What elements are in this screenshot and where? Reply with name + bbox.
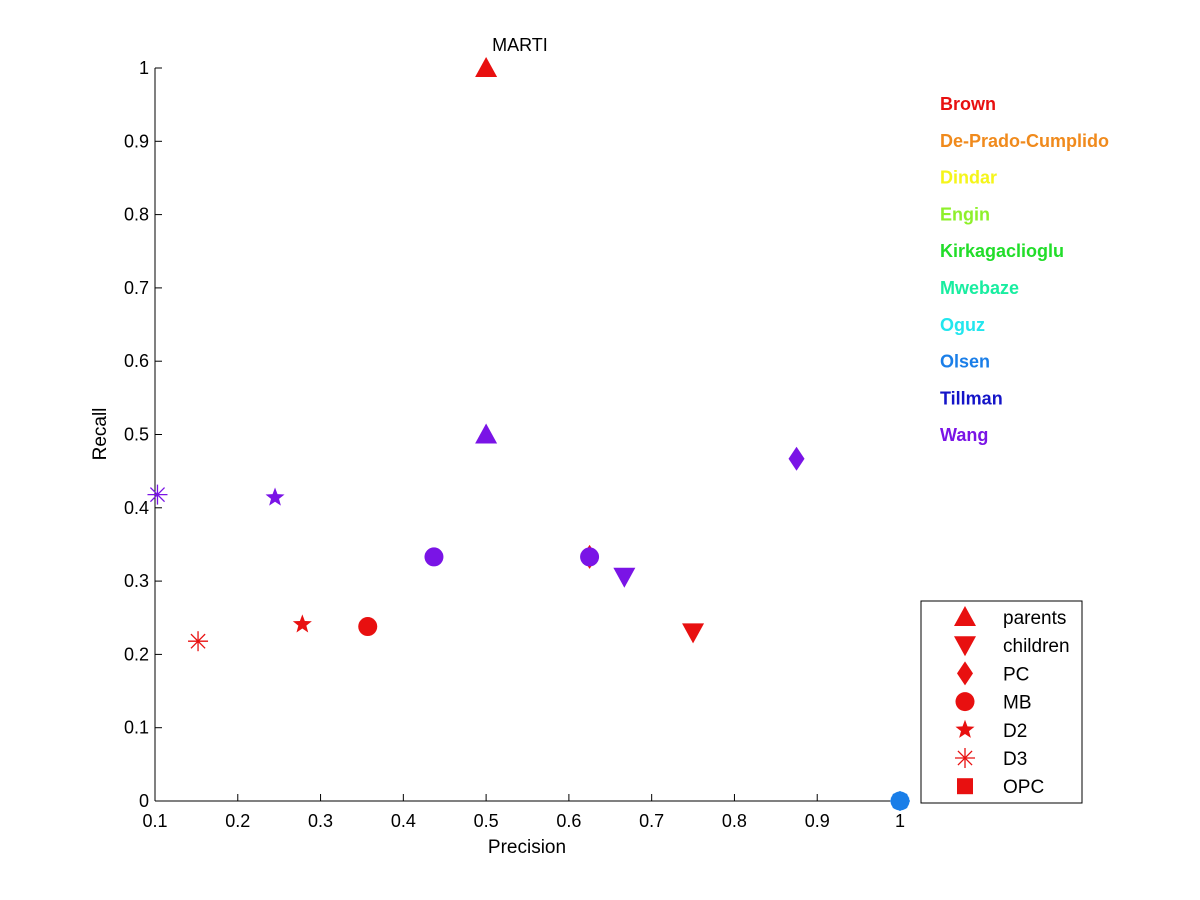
- author-label: Engin: [940, 204, 990, 224]
- y-tick-label: 0.7: [124, 278, 149, 298]
- author-label: Tillman: [940, 388, 1003, 408]
- author-label: Mwebaze: [940, 278, 1019, 298]
- legend-marker-mb: [955, 692, 975, 712]
- legend-marker-children: [954, 636, 976, 657]
- x-ticks: 0.1 0.2 0.3 0.4 0.5 0.6 0.7 0.8 0.9 1: [142, 794, 905, 831]
- author-label: Brown: [940, 94, 996, 114]
- point-wang-mb: [424, 547, 444, 567]
- point-wang-children: [613, 567, 636, 588]
- author-label: Wang: [940, 425, 988, 445]
- legend-marker-pc: [957, 661, 973, 686]
- point-wang-d3-stroke: [149, 487, 166, 503]
- author-label: Dindar: [940, 168, 997, 188]
- point-brown-children: [682, 623, 705, 644]
- x-tick-label: 1: [895, 811, 905, 831]
- y-tick-label: 0: [139, 791, 149, 811]
- author-label: De-Prado-Cumplido: [940, 131, 1109, 151]
- x-tick-label: 0.1: [142, 811, 167, 831]
- marker-legend: parents children PC MB D2 D3 OPC: [920, 600, 1083, 804]
- legend-label: parents: [1003, 608, 1066, 629]
- y-tick-label: 1: [139, 58, 149, 78]
- y-tick-label: 0.1: [124, 718, 149, 738]
- x-tick-label: 0.8: [722, 811, 747, 831]
- legend-marker-opc: [957, 778, 973, 795]
- x-axis-label: Precision: [488, 837, 566, 858]
- point-wang-d3: [147, 484, 168, 505]
- point-olsen-d3: [890, 791, 910, 811]
- legend-marker-d3-stroke: [957, 750, 973, 766]
- point-brown-d2: [292, 614, 312, 633]
- point-brown-d3-stroke: [190, 633, 206, 649]
- y-tick-label: 0.2: [124, 644, 149, 664]
- point-wang-mb: [580, 547, 600, 567]
- y-tick-label: 0.6: [124, 351, 149, 371]
- point-wang-parents: [475, 423, 498, 444]
- point-wang-d2: [265, 487, 285, 506]
- legend-marker-d2: [955, 719, 975, 738]
- x-tick-label: 0.5: [474, 811, 499, 831]
- data-points: [147, 57, 910, 811]
- x-tick-label: 0.6: [556, 811, 581, 831]
- x-tick-label: 0.2: [225, 811, 250, 831]
- x-tick-label: 0.7: [639, 811, 664, 831]
- legend-label: children: [1003, 636, 1070, 657]
- point-brown-mb: [358, 617, 378, 637]
- legend-label: OPC: [1003, 777, 1044, 798]
- x-tick-label: 0.4: [391, 811, 416, 831]
- x-tick-label: 0.9: [805, 811, 830, 831]
- author-label: Oguz: [940, 315, 985, 335]
- legend-marker-parents: [954, 606, 976, 626]
- point-brown-parents: [475, 57, 498, 77]
- point-wang-pc: [788, 446, 805, 471]
- y-tick-label: 0.5: [124, 425, 149, 445]
- legend-label: D2: [1003, 721, 1027, 742]
- legend-marker-d3: [955, 748, 975, 768]
- legend-label: D3: [1003, 749, 1027, 770]
- legend-label: MB: [1003, 693, 1032, 714]
- legend-label: PC: [1003, 664, 1029, 685]
- plot-area: [155, 68, 900, 801]
- y-tick-label: 0.4: [124, 498, 149, 518]
- y-tick-label: 0.9: [124, 131, 149, 151]
- annotations: MARTI: [492, 35, 548, 55]
- author-color-key: Brown De-Prado-Cumplido Dindar Engin Kirkaga…: [940, 94, 1109, 445]
- y-ticks: 0 0.1 0.2 0.3 0.4 0.5 0.6 0.7 0.8 0.9 1: [124, 58, 162, 811]
- y-tick-label: 0.8: [124, 205, 149, 225]
- y-axis-label: Recall: [90, 408, 111, 461]
- legend-box: [920, 600, 1083, 804]
- point-brown-d3: [188, 631, 209, 652]
- x-tick-label: 0.3: [308, 811, 333, 831]
- author-label: Olsen: [940, 352, 990, 372]
- point-olsen-d3-stroke: [892, 793, 908, 809]
- annotation-label: MARTI: [492, 35, 548, 55]
- author-label: Kirkagaclioglu: [940, 241, 1064, 261]
- y-tick-label: 0.3: [124, 571, 149, 591]
